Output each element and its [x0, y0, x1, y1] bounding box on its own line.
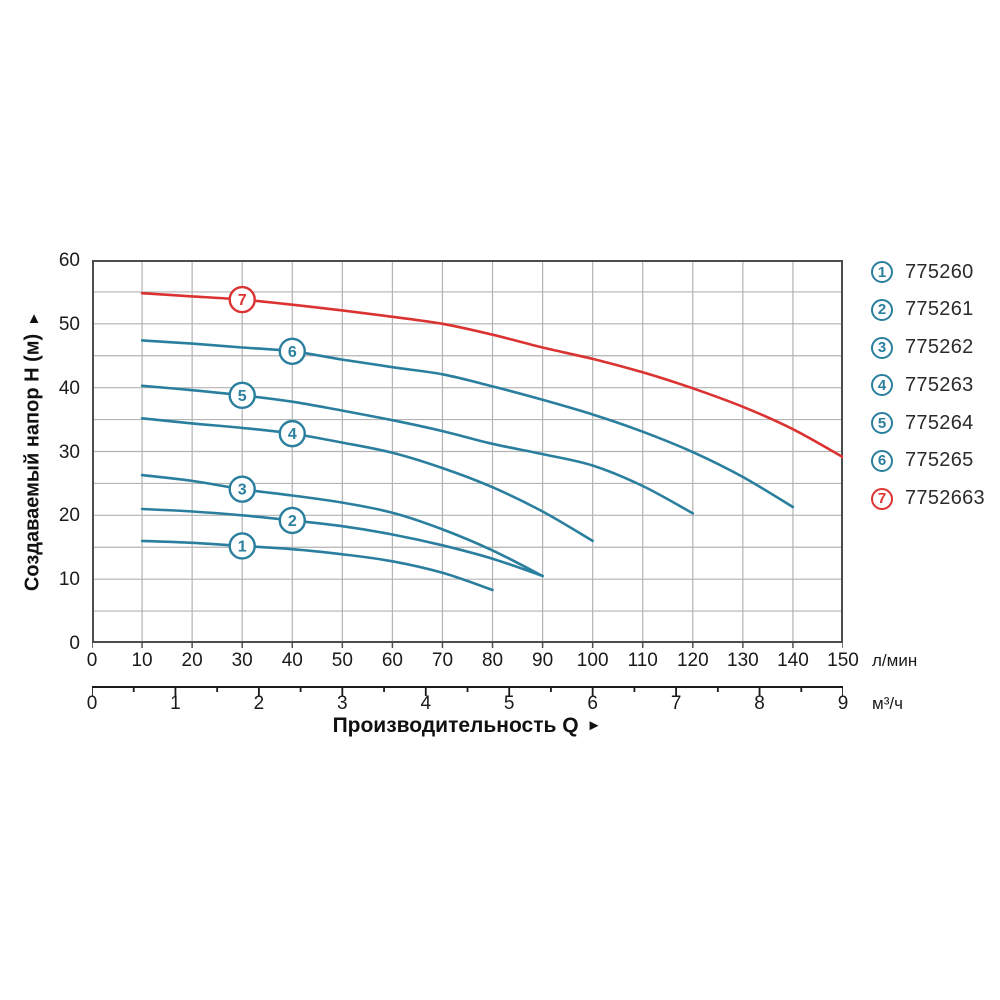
legend-model-number: 775263: [905, 373, 974, 396]
curve-marker-circle-6: [278, 337, 306, 365]
legend-item-775261: 2 775261: [871, 298, 985, 321]
legend: 1 775260 2 775261 3 775262 4 775263 5 775264 6 7752…: [871, 261, 985, 510]
legend-number-circle: 2: [871, 298, 893, 321]
plot-border: [92, 260, 843, 643]
curve-marker-number-4: 4: [288, 426, 297, 443]
x-m3h-tick-label: 0: [86, 693, 98, 714]
legend-item-775263: 4 775263: [871, 373, 985, 397]
y-tick-label: 10: [58, 569, 80, 591]
x-m3h-tick-label: 3: [337, 693, 348, 714]
y-tick-label: 0: [69, 633, 80, 654]
legend-item-775260: 1 775260: [871, 261, 985, 283]
curve-marker-number-2: 2: [288, 513, 297, 530]
y-tick-label: 30: [58, 441, 80, 463]
x-lmin-tick-label: 120: [676, 650, 709, 671]
curve-marker-number-3: 3: [238, 482, 247, 499]
legend-model-number: 775261: [905, 298, 974, 321]
legend-number-circle: 6: [871, 449, 893, 472]
curve-marker-circle-7: [228, 285, 256, 314]
curve-marker-number-1: 1: [238, 538, 247, 555]
curve-marker-circle-3: [228, 475, 256, 503]
y-tick-label: 50: [58, 313, 80, 335]
y-tick-label: 40: [58, 377, 80, 399]
x-lmin-tick-label: 0: [86, 650, 98, 671]
legend-item-775262: 3 775262: [871, 336, 985, 359]
chart-plot-area: 1 2 3 4 5 6 7: [92, 260, 843, 696]
x-lmin-tick-label: 20: [181, 650, 203, 671]
right-arrow-icon: ►: [586, 717, 602, 734]
x-lmin-tick-label: 70: [431, 650, 454, 671]
x-axis-title: Производительность Q ►: [333, 714, 602, 738]
legend-model-number: 775260: [905, 260, 974, 283]
x-lmin-tick-label: 110: [627, 650, 658, 671]
legend-item-775265: 6 775265: [871, 449, 985, 472]
legend-model-number: 775262: [905, 336, 974, 359]
pump-curve-5: [140, 384, 695, 515]
x-m3h-tick-label: 1: [170, 693, 181, 714]
x-lmin-tick-label: 10: [131, 650, 153, 671]
pump-curve-7: [140, 291, 843, 459]
x-lmin-tick-label: 40: [281, 650, 303, 671]
x-lmin-tick-label: 30: [231, 650, 253, 671]
y-tick-label: 20: [58, 505, 80, 527]
x-m3h-tick-label: 2: [253, 693, 265, 714]
legend-model-number: 775265: [905, 449, 974, 472]
x-lmin-tick-label: 130: [727, 650, 759, 671]
curve-marker-number-5: 5: [238, 388, 247, 405]
pump-curve-4: [140, 417, 594, 543]
legend-item-7752663: 7 7752663: [871, 487, 985, 510]
x-m3h-tick-label: 7: [670, 693, 682, 714]
legend-number-circle: 7: [871, 487, 893, 510]
curve-marker-circle-2: [278, 506, 306, 535]
legend-model-number: 7752663: [905, 487, 985, 510]
x-m3h-tick-label: 8: [754, 693, 765, 714]
pump-curve-2: [140, 507, 544, 578]
x-m3h-tick-label: 4: [420, 693, 432, 714]
legend-item-775264: 5 775264: [871, 411, 985, 435]
unit-label-m3h: м³/ч: [872, 694, 903, 713]
x-lmin-tick-label: 140: [777, 650, 809, 671]
legend-number-circle: 1: [871, 261, 893, 283]
legend-number-circle: 3: [871, 336, 893, 359]
x-axis-title-text: Производительность Q: [332, 714, 579, 737]
curve-marker-circle-5: [228, 381, 256, 410]
x-m3h-tick-label: 5: [503, 693, 515, 714]
curve-marker-circle-1: [228, 532, 256, 560]
y-tick-label: 60: [58, 250, 80, 271]
curve-marker-number-6: 6: [288, 344, 297, 361]
x-m3h-tick-label: 6: [587, 693, 598, 714]
x-lmin-tick-label: 150: [827, 650, 859, 671]
x-lmin-tick-label: 60: [381, 650, 403, 671]
x-m3h-tick-label: 9: [837, 693, 849, 714]
legend-number-circle: 5: [871, 412, 893, 435]
pump-curve-6: [140, 339, 795, 509]
unit-label-lmin: л/мин: [872, 651, 918, 670]
pump-curve-1: [140, 539, 494, 592]
x-lmin-tick-label: 100: [576, 650, 609, 671]
x-lmin-tick-label: 50: [331, 650, 353, 671]
legend-model-number: 775264: [905, 411, 974, 434]
pump-curve-3: [140, 473, 544, 578]
curve-marker-circle-4: [278, 419, 306, 448]
curve-marker-number-7: 7: [238, 292, 247, 309]
x-lmin-tick-label: 90: [532, 650, 554, 671]
x-lmin-tick-label: 80: [481, 650, 504, 671]
legend-number-circle: 4: [871, 374, 893, 397]
